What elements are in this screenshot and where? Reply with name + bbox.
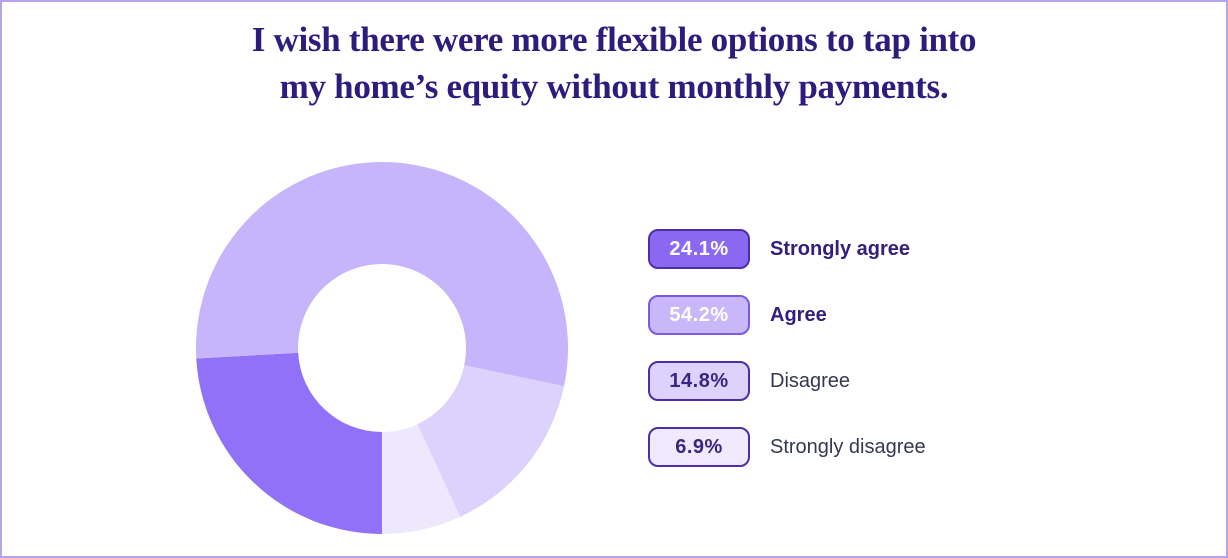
legend-item-label: Agree xyxy=(770,304,827,326)
chart-title-line2: my home’s equity without monthly payment… xyxy=(279,67,949,106)
legend-item-label: Strongly disagree xyxy=(770,436,926,458)
chart-title: I wish there were more flexible options … xyxy=(2,16,1226,110)
legend-item: 54.2% Agree xyxy=(648,295,926,335)
legend-item: 24.1% Strongly agree xyxy=(648,229,926,269)
chart-title-line1: I wish there were more flexible options … xyxy=(251,20,977,59)
donut-segment-strongly-agree xyxy=(196,352,382,534)
legend-value-badge: 24.1% xyxy=(648,229,750,269)
donut-segment-disagree xyxy=(417,365,565,517)
legend-item: 14.8% Disagree xyxy=(648,361,926,401)
chart-legend: 24.1% Strongly agree 54.2% Agree 14.8% D… xyxy=(648,229,926,467)
donut-segment-agree xyxy=(196,162,568,387)
donut-chart xyxy=(196,162,568,534)
donut-segment-strongly-disagree xyxy=(382,424,461,534)
legend-value-badge: 14.8% xyxy=(648,361,750,401)
legend-value-badge: 54.2% xyxy=(648,295,750,335)
legend-item: 6.9% Strongly disagree xyxy=(648,427,926,467)
legend-value-badge: 6.9% xyxy=(648,427,750,467)
legend-item-label: Strongly agree xyxy=(770,238,911,260)
legend-item-label: Disagree xyxy=(770,370,851,392)
